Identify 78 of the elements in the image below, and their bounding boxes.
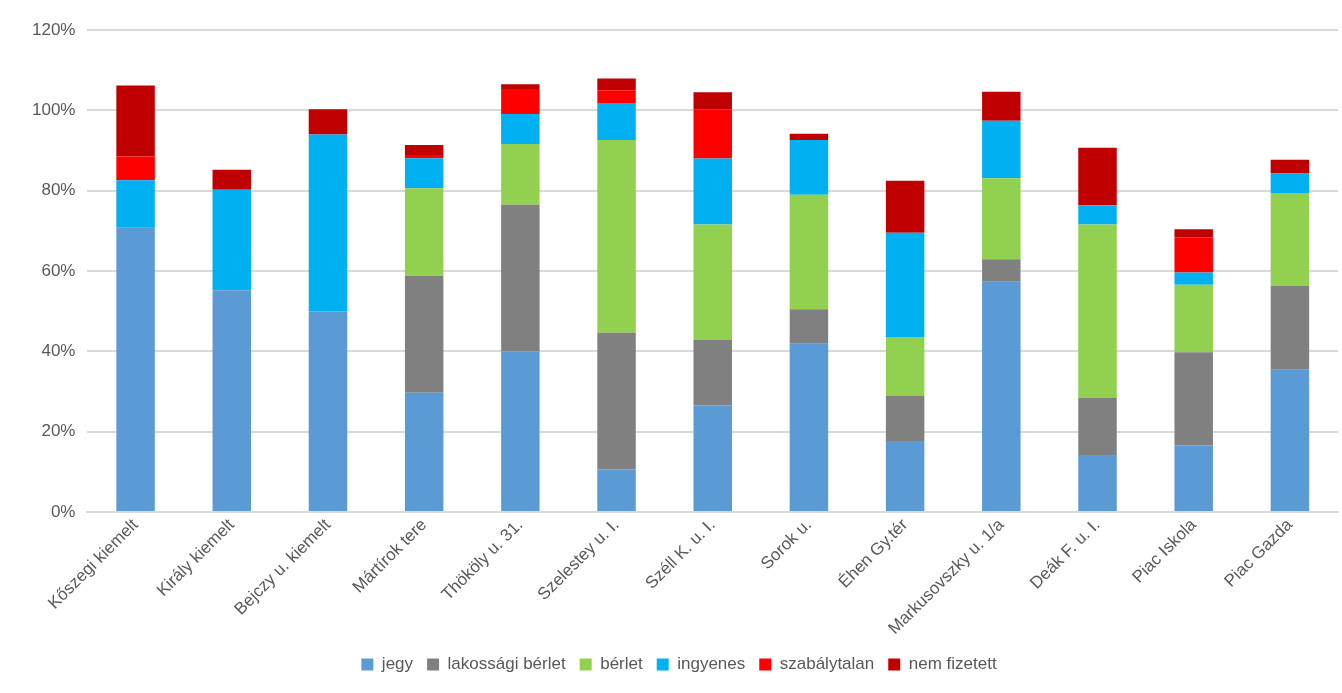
bar (789, 133, 829, 141)
y-tick-label: 60% (41, 260, 76, 280)
bar (501, 204, 540, 352)
bar (308, 109, 348, 135)
legend-label: nem fizetett (908, 654, 997, 674)
y-tick-label: 0% (50, 501, 76, 521)
y-tick-label: 20% (41, 421, 76, 441)
bar (693, 92, 732, 110)
bar (597, 103, 636, 141)
bar (597, 469, 636, 512)
bar (501, 84, 540, 90)
bar (597, 90, 636, 104)
legend-label: szabálytalan (779, 654, 875, 674)
bar (693, 158, 732, 225)
bar (116, 180, 155, 228)
bar (308, 134, 348, 312)
bar (982, 259, 1021, 282)
bar (885, 440, 925, 512)
bar (116, 227, 155, 512)
bar (789, 194, 829, 310)
bar (693, 405, 732, 512)
bar (212, 189, 252, 291)
bar (1078, 224, 1117, 398)
bar (404, 144, 444, 155)
bar (1270, 285, 1310, 370)
bar (885, 180, 925, 233)
bar (885, 395, 925, 441)
bar (982, 281, 1021, 512)
y-tick-label: 100% (32, 100, 76, 120)
bar (597, 140, 636, 333)
bar (501, 144, 540, 205)
bar (404, 275, 444, 393)
bar (693, 109, 732, 159)
bar (1270, 193, 1310, 286)
bar (1270, 159, 1310, 174)
bar (308, 311, 348, 512)
bar (1174, 284, 1213, 353)
bar (982, 120, 1021, 179)
bar (885, 336, 925, 396)
bar (693, 340, 732, 406)
y-tick-label: 80% (41, 180, 76, 200)
legend-label: jegy (380, 654, 414, 674)
bar (404, 392, 444, 512)
bar (982, 178, 1021, 260)
bar (501, 113, 540, 145)
bar (789, 343, 829, 512)
bar (1078, 454, 1117, 512)
bar (885, 232, 925, 337)
y-tick-label: 120% (32, 19, 76, 39)
bar (789, 140, 829, 195)
y-tick-label: 40% (41, 341, 76, 361)
bar (1174, 445, 1213, 512)
bar (1174, 352, 1213, 446)
bar (116, 85, 155, 157)
bar (1270, 173, 1310, 194)
bar (404, 154, 444, 159)
bar (1078, 147, 1117, 206)
bar (1174, 237, 1213, 273)
bar (693, 224, 732, 341)
bar (1078, 397, 1117, 455)
bar (982, 91, 1021, 121)
bar (404, 188, 444, 276)
legend-label: bérlet (600, 654, 643, 674)
legend-label: ingyenes (677, 654, 746, 674)
bar (597, 332, 636, 470)
bar (1174, 272, 1213, 285)
bar (116, 156, 155, 181)
bar (1078, 205, 1117, 225)
bar (501, 351, 540, 512)
bar (212, 290, 252, 512)
bar (597, 78, 636, 91)
legend-label: lakossági bérlet (447, 654, 566, 674)
bar (212, 169, 252, 190)
bar (789, 309, 829, 344)
bar (1174, 229, 1213, 238)
bar (501, 89, 540, 114)
bar (404, 158, 444, 189)
bar (1270, 369, 1310, 512)
